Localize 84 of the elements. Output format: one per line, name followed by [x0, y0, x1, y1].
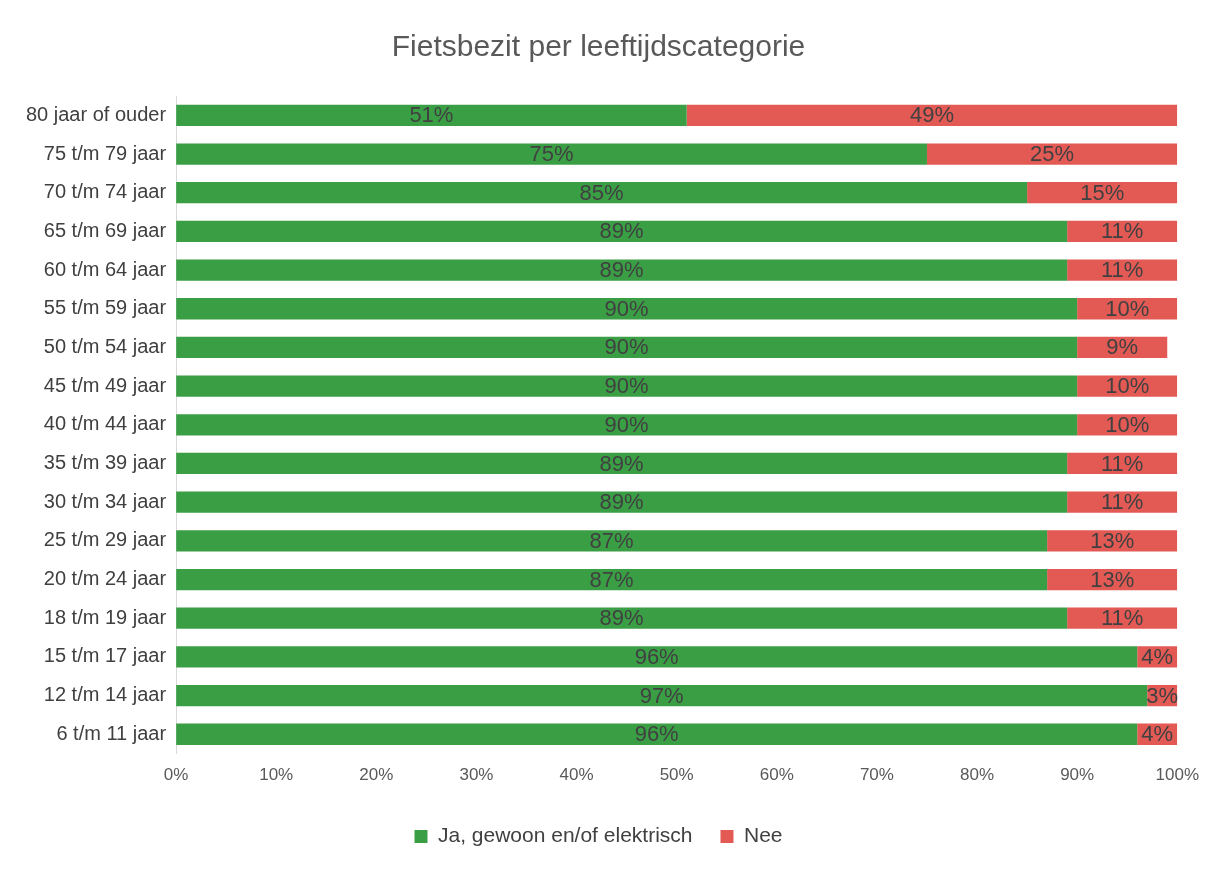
x-tick-label: 40%	[559, 765, 594, 785]
data-label: 89%	[599, 489, 644, 515]
data-label: 13%	[1090, 566, 1135, 592]
bar	[176, 104, 687, 126]
data-label: 89%	[599, 605, 644, 631]
y-tick-label: 35 t/m 39 jaar	[43, 451, 167, 473]
y-tick-label: 75 t/m 79 jaar	[43, 141, 167, 164]
bar	[176, 491, 1068, 513]
data-label: 11%	[1100, 450, 1144, 476]
data-label: 89%	[599, 450, 644, 476]
data-label: 85%	[579, 179, 624, 205]
data-label: 9%	[1106, 334, 1139, 360]
x-tick-label: 100%	[1155, 765, 1199, 785]
bar	[176, 530, 1048, 552]
bar	[176, 568, 1048, 591]
bar	[176, 723, 1138, 745]
data-label: 11%	[1100, 218, 1144, 244]
data-label: 11%	[1100, 605, 1144, 631]
data-label: 90%	[604, 334, 649, 360]
y-tick-label: 25 t/m 29 jaar	[43, 528, 167, 551]
bar	[176, 182, 1028, 204]
bar	[176, 646, 1138, 668]
bar	[176, 452, 1068, 475]
data-label: 13%	[1090, 527, 1135, 553]
bar	[176, 414, 1078, 436]
data-label: 97%	[639, 682, 684, 708]
y-tick-label: 55 t/m 59 jaar	[43, 296, 167, 319]
x-tick-label: 0%	[163, 765, 189, 785]
bar	[176, 143, 927, 165]
data-label: 89%	[599, 218, 644, 244]
data-label: 11%	[1100, 489, 1144, 515]
data-label: 10%	[1105, 373, 1150, 399]
x-tick-label: 60%	[759, 765, 794, 785]
bar	[926, 143, 1178, 165]
y-tick-label: 30 t/m 34 jaar	[43, 489, 167, 512]
data-label: 15%	[1080, 179, 1125, 205]
y-tick-label: 20 t/m 24 jaar	[43, 567, 167, 590]
y-tick-label: 45 t/m 49 jaar	[43, 373, 167, 396]
data-label: 87%	[589, 527, 634, 553]
bar	[686, 104, 1178, 126]
y-tick-label: 12 t/m 14 jaar	[43, 683, 167, 706]
bar	[176, 375, 1078, 397]
bar	[176, 298, 1078, 320]
data-label: 90%	[604, 373, 649, 399]
bar	[176, 259, 1068, 281]
legend-label: Nee	[743, 823, 783, 847]
bar	[176, 684, 1148, 707]
data-label: 10%	[1105, 411, 1150, 437]
x-tick-label: 10%	[259, 765, 294, 785]
data-label: 87%	[589, 566, 634, 592]
y-tick-label: 80 jaar of ouder	[25, 102, 167, 125]
data-label: 25%	[1030, 141, 1075, 167]
y-tick-label: 50 t/m 54 jaar	[43, 334, 167, 357]
y-tick-label: 6 t/m 11 jaar	[56, 721, 167, 744]
data-label: 90%	[604, 295, 649, 321]
bar	[176, 336, 1078, 359]
x-tick-label: 50%	[659, 765, 694, 785]
x-tick-label: 70%	[859, 765, 894, 785]
data-label: 4%	[1141, 643, 1174, 669]
data-label: 75%	[529, 141, 574, 167]
bar	[176, 220, 1068, 243]
x-tick-label: 30%	[459, 765, 494, 785]
data-label: 49%	[909, 102, 954, 128]
x-tick-label: 90%	[1060, 765, 1095, 785]
data-label: 89%	[599, 257, 644, 283]
data-label: 90%	[604, 411, 649, 437]
chart-title: Fietsbezit per leeftijdscategorie	[391, 29, 806, 63]
x-tick-label: 20%	[359, 765, 394, 785]
bar	[176, 607, 1068, 629]
legend-label: Ja, gewoon en/of elektrisch	[438, 823, 693, 847]
x-tick-label: 80%	[960, 765, 995, 785]
y-tick-label: 15 t/m 17 jaar	[43, 644, 167, 667]
y-tick-label: 60 t/m 64 jaar	[43, 257, 167, 280]
data-label: 51%	[409, 102, 454, 128]
data-label: 4%	[1141, 721, 1174, 747]
y-tick-label: 40 t/m 44 jaar	[43, 412, 167, 435]
y-tick-label: 18 t/m 19 jaar	[43, 605, 167, 628]
y-tick-label: 70 t/m 74 jaar	[43, 180, 167, 203]
data-label: 96%	[634, 643, 679, 669]
bar	[1067, 259, 1178, 281]
data-label: 10%	[1105, 295, 1150, 321]
data-label: 96%	[634, 721, 679, 747]
data-label: 11%	[1100, 257, 1144, 283]
y-tick-label: 65 t/m 69 jaar	[43, 218, 167, 241]
